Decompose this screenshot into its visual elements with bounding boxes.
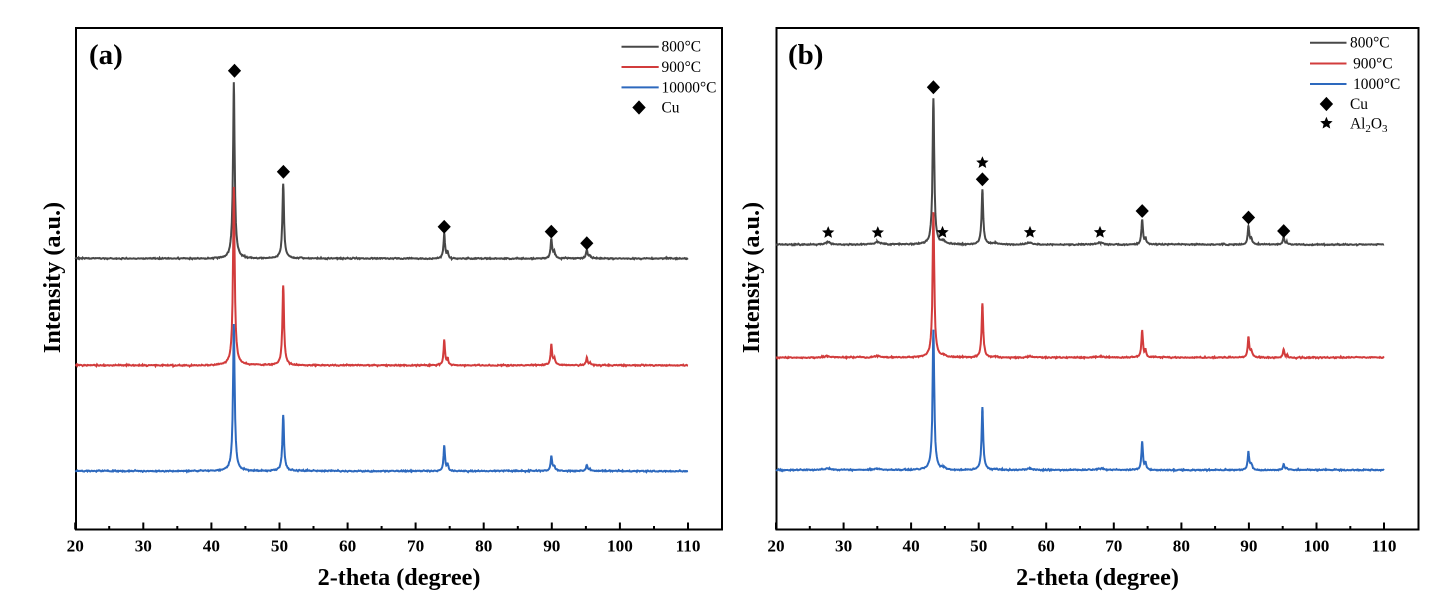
- svg-text:Intensity (a.u.): Intensity (a.u.): [738, 202, 765, 353]
- svg-text:50: 50: [970, 537, 987, 556]
- svg-text:800°C: 800°C: [1350, 35, 1390, 52]
- svg-text:Cu: Cu: [1350, 96, 1368, 113]
- svg-text:2-theta (degree): 2-theta (degree): [1016, 564, 1179, 591]
- svg-text:1000°C: 1000°C: [1350, 76, 1400, 93]
- svg-text:110: 110: [676, 537, 701, 556]
- svg-text:100: 100: [607, 537, 633, 556]
- svg-text:100: 100: [1304, 537, 1330, 556]
- svg-text:60: 60: [339, 537, 356, 556]
- svg-text:80: 80: [475, 537, 492, 556]
- svg-text:(b): (b): [788, 39, 823, 71]
- svg-text:50: 50: [271, 537, 288, 556]
- svg-text:Cu: Cu: [662, 99, 680, 116]
- svg-text:40: 40: [203, 537, 220, 556]
- svg-text:60: 60: [1038, 537, 1055, 556]
- svg-text:70: 70: [407, 537, 424, 556]
- svg-text:900°C: 900°C: [662, 59, 702, 76]
- svg-text:70: 70: [1105, 537, 1122, 556]
- svg-text:900°C: 900°C: [1350, 55, 1393, 72]
- svg-text:(a): (a): [89, 39, 123, 71]
- svg-text:90: 90: [543, 537, 560, 556]
- svg-text:80: 80: [1173, 537, 1190, 556]
- svg-text:10000°C: 10000°C: [662, 79, 717, 96]
- svg-text:800°C: 800°C: [662, 39, 702, 56]
- svg-text:2-theta (degree): 2-theta (degree): [318, 564, 481, 591]
- svg-text:Intensity (a.u.): Intensity (a.u.): [39, 202, 66, 353]
- svg-text:30: 30: [135, 537, 152, 556]
- svg-text:30: 30: [835, 537, 852, 556]
- svg-text:20: 20: [767, 537, 784, 556]
- svg-text:20: 20: [67, 537, 84, 556]
- svg-text:Al2O3: Al2O3: [1350, 115, 1388, 135]
- svg-text:40: 40: [903, 537, 920, 556]
- svg-text:90: 90: [1240, 537, 1257, 556]
- svg-text:110: 110: [1372, 537, 1397, 556]
